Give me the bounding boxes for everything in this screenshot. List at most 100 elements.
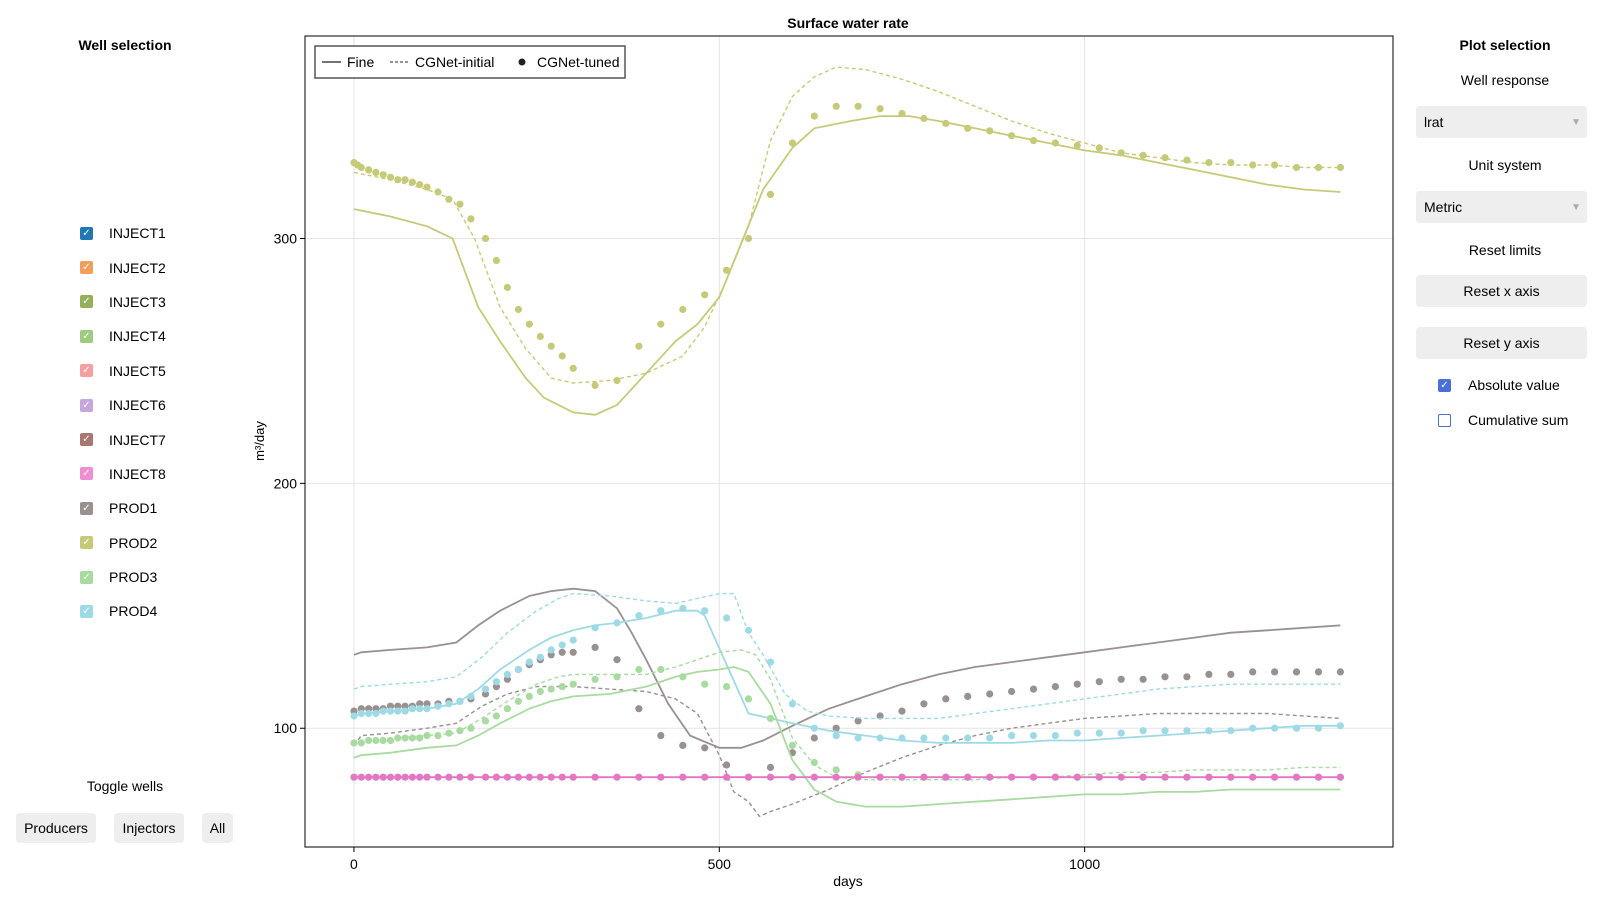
well-item-prod3[interactable]: ✓ PROD3: [80, 560, 166, 594]
prod2-tuned-point: [635, 342, 643, 350]
prod2-tuned-point: [1249, 161, 1257, 169]
prod2-tuned-point: [1051, 139, 1059, 147]
prod2-tuned-point: [1117, 149, 1125, 157]
prod2-tuned-point: [744, 234, 753, 243]
prod2-tuned-point: [1139, 151, 1147, 159]
prod3-tuned-point: [832, 766, 840, 774]
inject8-tuned-point: [1139, 773, 1147, 781]
inject8-tuned-point: [635, 773, 643, 781]
inject8-tuned-point: [503, 773, 511, 781]
well-item-inject6[interactable]: ✓ INJECT6: [80, 388, 166, 422]
prod4-tuned-point: [1073, 729, 1081, 737]
prod2-tuned-point: [964, 124, 972, 132]
well-checkbox[interactable]: ✓: [80, 261, 93, 275]
prod3-tuned-point: [467, 724, 475, 732]
well-label: INJECT1: [109, 225, 166, 242]
prod3-tuned-point: [569, 680, 577, 688]
y-axis-label: m³/day: [252, 421, 267, 461]
prod3-tuned-point: [492, 712, 500, 720]
well-checkbox[interactable]: ✓: [80, 329, 93, 343]
well-checkbox[interactable]: ✓: [80, 467, 93, 481]
inject8-tuned-point: [423, 773, 431, 781]
well-response-label: Well response: [1460, 72, 1550, 88]
prod3-tuned-point: [386, 736, 395, 745]
well-checkbox[interactable]: ✓: [80, 295, 93, 309]
inject8-tuned-point: [1029, 773, 1038, 781]
well-response-dropdown[interactable]: lrat ▼: [1416, 106, 1587, 138]
inject8-tuned-point: [445, 773, 453, 781]
well-item-inject4[interactable]: ✓ INJECT4: [80, 319, 166, 353]
well-item-prod2[interactable]: ✓ PROD2: [80, 526, 166, 560]
well-item-prod1[interactable]: ✓ PROD1: [80, 491, 166, 525]
prod2-tuned-point: [613, 376, 621, 385]
reset-y-axis-button[interactable]: Reset y axis: [1416, 327, 1587, 359]
prod4-tuned-point: [1227, 727, 1235, 735]
prod3-tuned-point: [350, 739, 358, 747]
well-item-inject2[interactable]: ✓ INJECT2: [80, 250, 166, 284]
all-button[interactable]: All: [202, 813, 233, 843]
well-item-prod4[interactable]: ✓ PROD4: [80, 594, 166, 628]
inject8-tuned-point: [986, 773, 994, 781]
well-checkbox[interactable]: ✓: [80, 604, 93, 618]
prod1-tuned-point: [986, 690, 994, 698]
inject8-tuned-point: [1336, 773, 1344, 781]
prod1-tuned-point: [1051, 683, 1059, 691]
legend-tuned-label: CGNet-tuned: [537, 54, 619, 70]
well-label: PROD3: [109, 569, 158, 586]
absolute-value-toggle[interactable]: ✓ Absolute value: [1438, 377, 1560, 393]
prod1-tuned-point: [701, 744, 709, 752]
prod2-fine-line: [353, 115, 1341, 416]
well-item-inject7[interactable]: ✓ INJECT7: [80, 422, 166, 456]
well-label: INJECT6: [109, 397, 166, 414]
prod4-tuned-point: [401, 707, 409, 715]
prod1-tuned-point: [1336, 668, 1344, 676]
inject8-tuned-point: [365, 773, 373, 781]
prod2-tuned-point: [492, 256, 500, 265]
well-item-inject8[interactable]: ✓ INJECT8: [80, 457, 166, 491]
well-response-value: lrat: [1424, 114, 1444, 130]
cumulative-sum-checkbox[interactable]: [1438, 413, 1451, 427]
prod4-tuned-point: [357, 709, 365, 718]
inject8-tuned-point: [456, 773, 464, 781]
reset-x-axis-button[interactable]: Reset x axis: [1416, 275, 1587, 307]
well-checkbox[interactable]: ✓: [80, 433, 93, 447]
inject8-tuned-point: [401, 773, 409, 781]
cumulative-sum-toggle[interactable]: Cumulative sum: [1438, 412, 1568, 428]
well-checkbox[interactable]: ✓: [80, 570, 93, 584]
prod2-tuned-point: [788, 139, 797, 147]
x-tick-label: 1000: [1069, 856, 1100, 872]
absolute-value-checkbox[interactable]: ✓: [1438, 378, 1451, 392]
well-checkbox[interactable]: ✓: [80, 226, 93, 240]
well-label: INJECT8: [109, 465, 166, 482]
prod3-tuned-point: [445, 729, 453, 737]
prod2-tuned-point: [481, 234, 490, 243]
prod1-tuned-point: [854, 717, 862, 725]
well-item-inject5[interactable]: ✓ INJECT5: [80, 354, 166, 388]
inject8-tuned-point: [920, 773, 928, 781]
well-checkbox[interactable]: ✓: [80, 398, 93, 412]
x-axis-label: days: [833, 873, 863, 889]
well-item-inject3[interactable]: ✓ INJECT3: [80, 285, 166, 319]
inject8-tuned-point: [854, 773, 862, 781]
prod2-tuned-point: [558, 352, 566, 360]
injectors-button[interactable]: Injectors: [114, 813, 184, 843]
inject8-tuned-point: [492, 773, 500, 781]
plot-selection-title: Plot selection: [1459, 37, 1551, 53]
prod1-tuned-point: [1095, 678, 1103, 686]
unit-system-dropdown[interactable]: Metric ▼: [1416, 191, 1587, 223]
well-checkbox[interactable]: ✓: [80, 501, 93, 515]
prod4-tuned-point: [1161, 727, 1169, 735]
well-item-inject1[interactable]: ✓ INJECT1: [80, 216, 166, 250]
well-checkbox[interactable]: ✓: [80, 364, 93, 378]
prod4-tuned-point: [591, 624, 599, 632]
prod3-tuned-point: [503, 705, 511, 713]
prod1-tuned-point: [679, 741, 687, 750]
well-checkbox[interactable]: ✓: [80, 536, 93, 550]
producers-button[interactable]: Producers: [16, 813, 96, 843]
inject8-tuned-point: [898, 773, 906, 781]
prod3-tuned-point: [525, 692, 533, 701]
prod1-tuned-point: [810, 734, 818, 742]
prod2-tuned-point: [1095, 144, 1103, 152]
prod4-tuned-point: [920, 734, 928, 742]
